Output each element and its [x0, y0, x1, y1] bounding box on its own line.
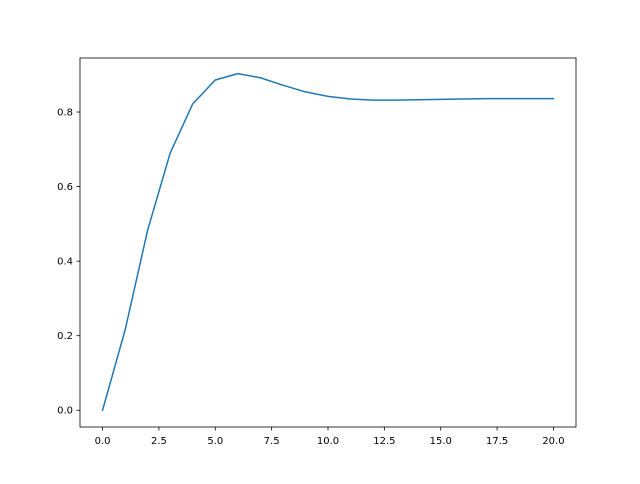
x-tick-label: 17.5 — [486, 436, 508, 447]
x-tick-label: 12.5 — [373, 436, 395, 447]
series-line-0 — [101, 72, 555, 412]
x-tick-label: 7.5 — [264, 436, 280, 447]
y-tick-label: 0.0 — [57, 406, 73, 417]
x-tick-label: 20.0 — [542, 436, 564, 447]
y-tick-label: 0.4 — [57, 257, 73, 268]
x-tick-label: 15.0 — [430, 436, 452, 447]
y-tick-label: 0.2 — [57, 331, 73, 342]
x-tick-label: 0.0 — [95, 436, 111, 447]
y-tick-label: 0.6 — [57, 182, 73, 193]
x-tick-label: 5.0 — [207, 436, 223, 447]
x-tick-label: 10.0 — [317, 436, 339, 447]
x-tick-label: 2.5 — [151, 436, 167, 447]
y-tick-label: 0.8 — [57, 108, 73, 119]
